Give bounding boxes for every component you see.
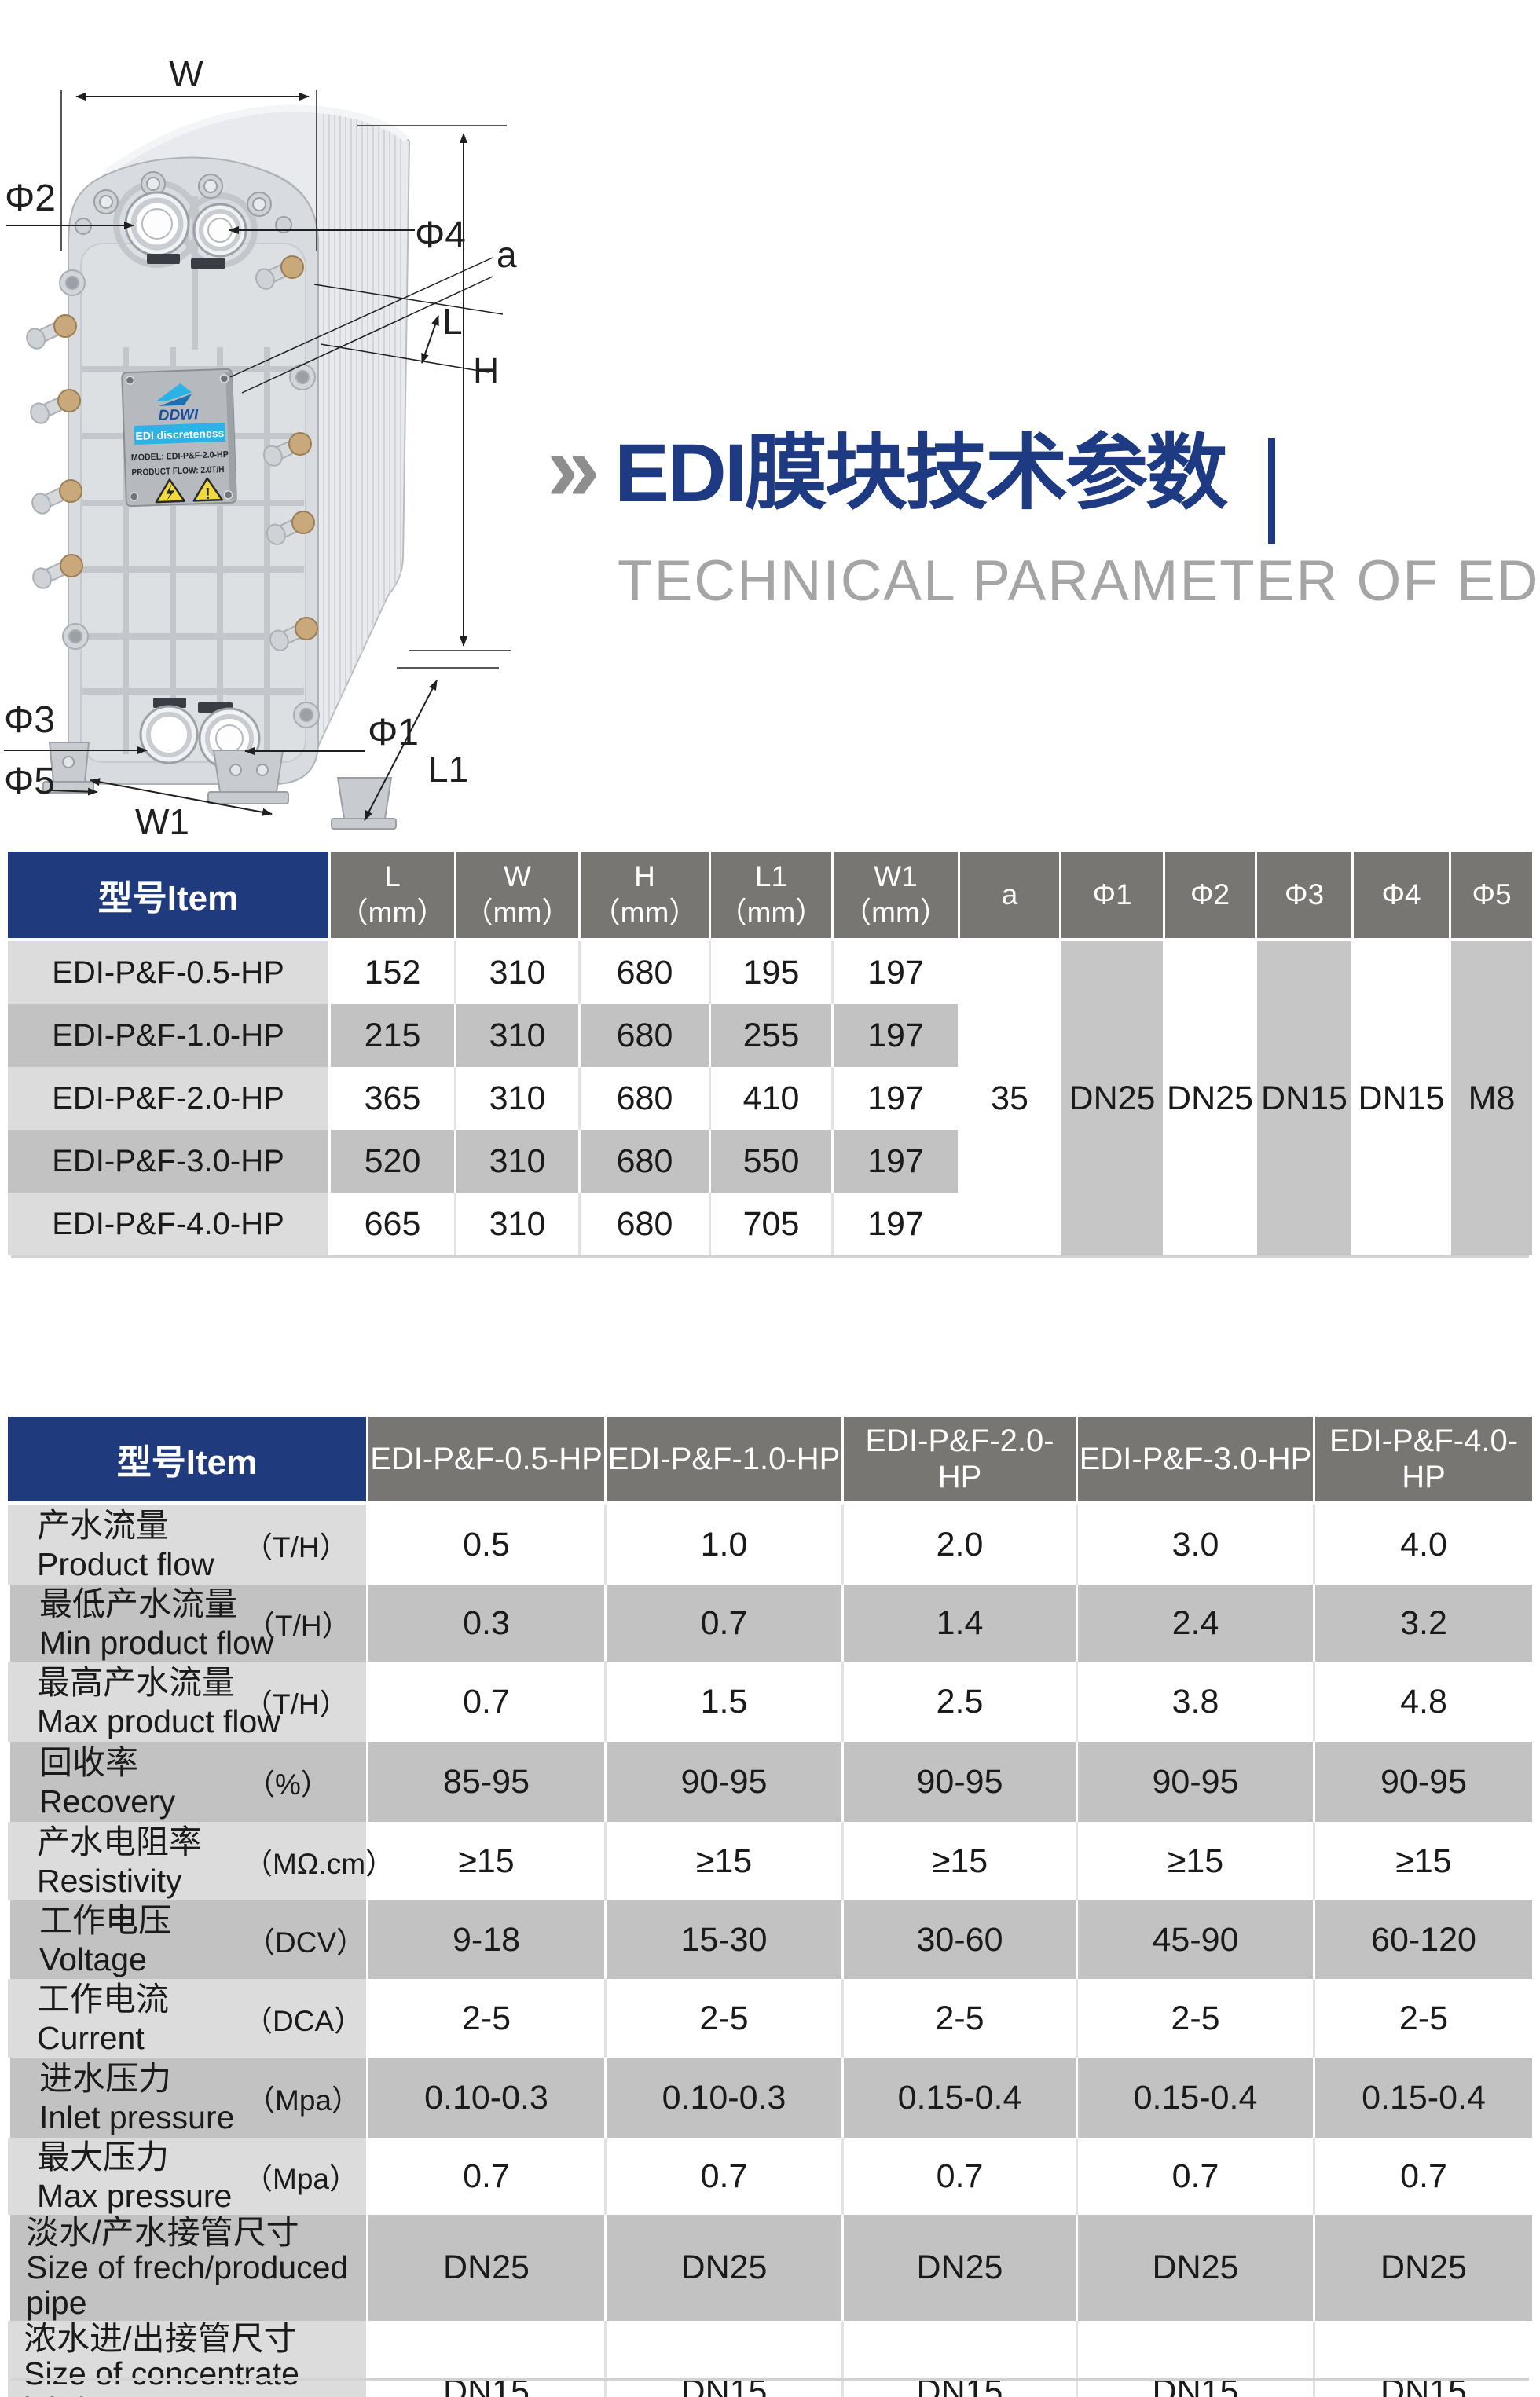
param-row-min-product-flow: 最低产水流量 Min product flow （T/H） 0.3 0.7 1.4 2.… [8, 1585, 1532, 1662]
table-row: EDI-P&F-4.0-HP 665 310 680 705 197 [8, 1193, 1532, 1255]
table-row: EDI-P&F-2.0-HP 365 310 680 410 197 [8, 1067, 1532, 1130]
param-row-max-product-flow: 最高产水流量 Max product flow （T/H） 0.7 1.5 2.5 3.… [8, 1662, 1532, 1742]
top-ports [124, 191, 248, 269]
col-L1: L1 （mm） [709, 852, 831, 941]
plate-model-line: MODEL: EDI-P&F-2.0-HP [131, 450, 229, 463]
table2-bottom-rule [11, 2378, 1529, 2381]
chevron-icon: » [547, 414, 600, 521]
edi-module-diagram: DDWI EDI discreteness MODEL: EDI-P&F-2.0… [4, 53, 517, 841]
svg-text:!: ! [205, 486, 211, 503]
model-col-1: EDI-P&F-1.0-HP [604, 1417, 842, 1505]
dim-l: L [442, 301, 463, 342]
top-bolts [75, 171, 292, 235]
param-row-product-flow: 产水流量 Product flow （T/H） 0.5 1.0 2.0 3.0 4.0 [8, 1505, 1532, 1585]
model-col-2: EDI-P&F-2.0-HP [842, 1417, 1076, 1505]
table-row: EDI-P&F-3.0-HP 520 310 680 550 197 [8, 1130, 1532, 1193]
table-row: EDI-P&F-1.0-HP 215 310 680 255 197 [8, 1004, 1532, 1067]
merged-phi1: DN25 [1059, 941, 1163, 1255]
dim-a: a [497, 234, 517, 275]
col-phi4: Φ4 [1351, 852, 1449, 941]
col-W: W （mm） [454, 852, 578, 941]
dimensions-table: 型号Item L （mm） W （mm） H （mm） L1 （mm） W1 （mm） a… [8, 852, 1532, 1255]
title-divider [1268, 438, 1275, 544]
merged-phi3: DN15 [1255, 941, 1351, 1255]
nameplate: DDWI EDI discreteness MODEL: EDI-P&F-2.0… [121, 368, 237, 508]
side-pins [26, 255, 320, 728]
param-row-resistivity: 产水电阻率 Resistivity （MΩ.cm） ≥15 ≥15 ≥15 ≥15 ≥1… [8, 1822, 1532, 1900]
merged-phi5: M8 [1449, 941, 1532, 1255]
dim-w1: W1 [135, 801, 189, 841]
dim-l1: L1 [428, 749, 468, 790]
col-phi3: Φ3 [1255, 852, 1351, 941]
dim-phi5: Φ5 [4, 761, 55, 802]
merged-phi2: DN25 [1163, 941, 1255, 1255]
col-phi5: Φ5 [1449, 852, 1532, 941]
col-L: L （mm） [328, 852, 454, 941]
param-row-max-pressure: 最大压力 Max pressure （Mpa） 0.7 0.7 0.7 0.7 0.7 [8, 2138, 1532, 2215]
param-row-current: 工作电流 Current （DCA） 2-5 2-5 2-5 2-5 2-5 [8, 1979, 1532, 2058]
param-row-recovery: 回收率 Recovery （%） 85-95 90-95 90-95 90-95 90-… [8, 1742, 1532, 1822]
table-header-row: 型号Item L （mm） W （mm） H （mm） L1 （mm） W1 （mm） a… [8, 852, 1532, 941]
tagline-banner [134, 422, 226, 445]
page-subtitle: TECHNICAL PARAMETER OF EDI [618, 549, 1540, 613]
table1-bottom-rule [11, 1255, 1529, 1258]
model-col-3: EDI-P&F-3.0-HP [1076, 1417, 1313, 1505]
dim-phi4: Φ4 [415, 214, 466, 256]
warning-general-icon: ! [192, 477, 224, 503]
dim-w: W [169, 53, 204, 94]
warning-electric-icon [155, 478, 186, 504]
dim-phi2: Φ2 [5, 178, 56, 219]
param-row-inlet-pressure: 进水压力 Inlet pressure （Mpa） 0.10-0.3 0.10-0.3… [8, 2058, 1532, 2138]
dim-h: H [473, 350, 499, 391]
dimension-annotations [4, 90, 511, 821]
merged-phi4: DN15 [1351, 941, 1449, 1255]
item-header: 型号Item [8, 852, 328, 941]
model-col-4: EDI-P&F-4.0-HP [1313, 1417, 1532, 1505]
col-a: a [958, 852, 1059, 941]
table-row: EDI-P&F-0.5-HP 152 310 680 195 197 35 DN… [8, 941, 1532, 1255]
col-H: H （mm） [578, 852, 709, 941]
page-title: EDI膜块技术参数 [614, 427, 1228, 519]
dim-phi1: Φ1 [368, 712, 419, 753]
merged-a: 35 [958, 941, 1059, 1255]
tagline-text: EDI discreteness [135, 427, 225, 442]
col-W1: W1 （mm） [831, 852, 958, 941]
brand-name: DDWI [158, 406, 199, 424]
table-header-row: 型号Item EDI-P&F-0.5-HP EDI-P&F-1.0-HP EDI… [8, 1417, 1532, 1505]
parameters-table: 型号Item EDI-P&F-0.5-HP EDI-P&F-1.0-HP EDI… [8, 1417, 1532, 2397]
dim-phi3: Φ3 [4, 699, 55, 741]
param-row-fresh-pipe-size: 淡水/产水接管尺寸 Size of frech/produced pipe DN2… [8, 2215, 1532, 2321]
col-phi1: Φ1 [1059, 852, 1163, 941]
plate-flow-line: PRODUCT FLOW: 2.0T/H [131, 465, 224, 478]
model-col-0: EDI-P&F-0.5-HP [366, 1417, 604, 1505]
param-row-voltage: 工作电压 Voltage （DCV） 9-18 15-30 30-60 45-90 60… [8, 1900, 1532, 1979]
item-header: 型号Item [8, 1417, 366, 1505]
col-phi2: Φ2 [1163, 852, 1255, 941]
